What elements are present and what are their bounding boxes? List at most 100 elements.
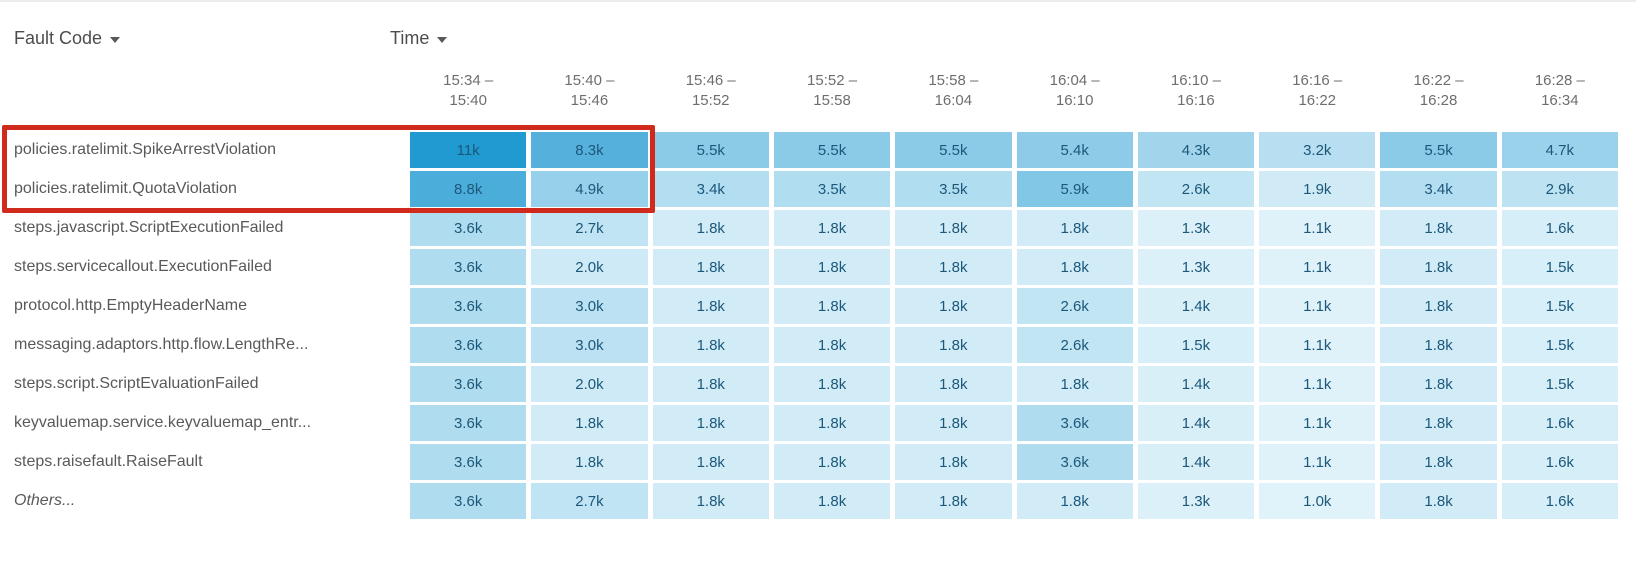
heatmap-cell[interactable]: 1.1k bbox=[1259, 366, 1376, 402]
heatmap-cell[interactable]: 1.8k bbox=[652, 249, 769, 285]
heatmap-cell[interactable]: 2.0k bbox=[531, 249, 648, 285]
heatmap-cell[interactable]: 1.8k bbox=[652, 444, 769, 480]
heatmap-cell[interactable]: 2.9k bbox=[1501, 171, 1618, 207]
heatmap-cell[interactable]: 11k bbox=[410, 132, 527, 168]
heatmap-cell[interactable]: 1.8k bbox=[652, 288, 769, 324]
heatmap-cell[interactable]: 3.6k bbox=[410, 288, 527, 324]
heatmap-cell[interactable]: 1.8k bbox=[895, 405, 1012, 441]
heatmap-cell[interactable]: 3.2k bbox=[1259, 132, 1376, 168]
heatmap-cell[interactable]: 3.0k bbox=[531, 327, 648, 363]
heatmap-cell[interactable]: 1.8k bbox=[531, 444, 648, 480]
heatmap-cell[interactable]: 1.4k bbox=[1137, 405, 1255, 441]
heatmap-cell[interactable]: 5.4k bbox=[1016, 132, 1133, 168]
heatmap-cell[interactable]: 1.8k bbox=[895, 288, 1012, 324]
heatmap-cell[interactable]: 1.3k bbox=[1137, 210, 1255, 246]
heatmap-cell[interactable]: 1.8k bbox=[773, 327, 891, 363]
heatmap-cell[interactable]: 5.9k bbox=[1016, 171, 1133, 207]
heatmap-cell[interactable]: 1.4k bbox=[1137, 444, 1255, 480]
heatmap-cell[interactable]: 3.6k bbox=[410, 366, 527, 402]
heatmap-cell[interactable]: 1.8k bbox=[895, 210, 1012, 246]
heatmap-cell[interactable]: 1.8k bbox=[895, 249, 1012, 285]
heatmap-cell[interactable]: 1.8k bbox=[773, 483, 891, 519]
heatmap-cell[interactable]: 1.5k bbox=[1501, 249, 1618, 285]
heatmap-cell[interactable]: 1.1k bbox=[1259, 327, 1376, 363]
heatmap-cell[interactable]: 1.8k bbox=[773, 288, 891, 324]
heatmap-cell[interactable]: 1.8k bbox=[773, 405, 891, 441]
heatmap-cell[interactable]: 1.8k bbox=[773, 444, 891, 480]
heatmap-cell[interactable]: 5.5k bbox=[773, 132, 891, 168]
heatmap-cell[interactable]: 1.8k bbox=[1016, 210, 1133, 246]
heatmap-cell[interactable]: 2.6k bbox=[1016, 288, 1133, 324]
heatmap-cell[interactable]: 1.8k bbox=[652, 366, 769, 402]
heatmap-cell[interactable]: 2.6k bbox=[1016, 327, 1133, 363]
heatmap-cell[interactable]: 1.5k bbox=[1501, 288, 1618, 324]
heatmap-cell[interactable]: 3.6k bbox=[410, 249, 527, 285]
heatmap-cell[interactable]: 2.0k bbox=[531, 366, 648, 402]
heatmap-cell[interactable]: 3.6k bbox=[410, 327, 527, 363]
heatmap-cell[interactable]: 1.3k bbox=[1137, 249, 1255, 285]
heatmap-cell[interactable]: 5.5k bbox=[652, 132, 769, 168]
heatmap-cell[interactable]: 1.8k bbox=[652, 210, 769, 246]
heatmap-cell[interactable]: 1.3k bbox=[1137, 483, 1255, 519]
time-dropdown[interactable]: Time bbox=[390, 28, 448, 49]
heatmap-cell[interactable]: 1.8k bbox=[1380, 444, 1497, 480]
heatmap-cell[interactable]: 5.5k bbox=[895, 132, 1012, 168]
heatmap-cell[interactable]: 1.5k bbox=[1137, 327, 1255, 363]
heatmap-cell[interactable]: 1.1k bbox=[1259, 405, 1376, 441]
heatmap-cell[interactable]: 3.5k bbox=[773, 171, 891, 207]
heatmap-cell[interactable]: 1.6k bbox=[1501, 405, 1618, 441]
heatmap-cell[interactable]: 3.6k bbox=[410, 483, 527, 519]
heatmap-cell[interactable]: 2.6k bbox=[1137, 171, 1255, 207]
heatmap-cell[interactable]: 1.8k bbox=[1016, 483, 1133, 519]
heatmap-cell[interactable]: 3.6k bbox=[410, 444, 527, 480]
heatmap-cell[interactable]: 1.0k bbox=[1259, 483, 1376, 519]
heatmap-cell[interactable]: 1.5k bbox=[1501, 366, 1618, 402]
heatmap-cell[interactable]: 1.1k bbox=[1259, 444, 1376, 480]
heatmap-cell[interactable]: 1.6k bbox=[1501, 444, 1618, 480]
heatmap-cell[interactable]: 3.6k bbox=[1016, 405, 1133, 441]
heatmap-cell[interactable]: 1.8k bbox=[895, 483, 1012, 519]
heatmap-cell[interactable]: 1.8k bbox=[895, 444, 1012, 480]
heatmap-cell[interactable]: 1.9k bbox=[1259, 171, 1376, 207]
heatmap-cell[interactable]: 1.8k bbox=[1380, 210, 1497, 246]
heatmap-cell[interactable]: 1.8k bbox=[1380, 288, 1497, 324]
heatmap-cell[interactable]: 1.8k bbox=[773, 210, 891, 246]
heatmap-cell[interactable]: 1.8k bbox=[1380, 483, 1497, 519]
heatmap-cell[interactable]: 1.8k bbox=[1016, 366, 1133, 402]
heatmap-cell[interactable]: 4.3k bbox=[1137, 132, 1255, 168]
heatmap-cell[interactable]: 3.4k bbox=[652, 171, 769, 207]
heatmap-cell[interactable]: 1.4k bbox=[1137, 366, 1255, 402]
heatmap-cell[interactable]: 3.6k bbox=[1016, 444, 1133, 480]
heatmap-cell[interactable]: 5.5k bbox=[1380, 132, 1497, 168]
heatmap-cell[interactable]: 4.9k bbox=[531, 171, 648, 207]
heatmap-cell[interactable]: 1.8k bbox=[895, 327, 1012, 363]
heatmap-cell[interactable]: 1.1k bbox=[1259, 249, 1376, 285]
heatmap-cell[interactable]: 1.8k bbox=[1380, 249, 1497, 285]
heatmap-cell[interactable]: 1.8k bbox=[1380, 366, 1497, 402]
heatmap-cell[interactable]: 1.8k bbox=[1380, 405, 1497, 441]
heatmap-cell[interactable]: 3.0k bbox=[531, 288, 648, 324]
heatmap-cell[interactable]: 2.7k bbox=[531, 483, 648, 519]
heatmap-cell[interactable]: 1.1k bbox=[1259, 288, 1376, 324]
heatmap-cell[interactable]: 3.6k bbox=[410, 210, 527, 246]
heatmap-cell[interactable]: 4.7k bbox=[1501, 132, 1618, 168]
fault-code-dropdown[interactable]: Fault Code bbox=[14, 28, 121, 49]
heatmap-cell[interactable]: 8.8k bbox=[410, 171, 527, 207]
heatmap-cell[interactable]: 3.6k bbox=[410, 405, 527, 441]
heatmap-cell[interactable]: 1.8k bbox=[773, 366, 891, 402]
heatmap-cell[interactable]: 3.5k bbox=[895, 171, 1012, 207]
heatmap-cell[interactable]: 8.3k bbox=[531, 132, 648, 168]
heatmap-cell[interactable]: 1.8k bbox=[652, 405, 769, 441]
heatmap-cell[interactable]: 1.8k bbox=[895, 366, 1012, 402]
heatmap-cell[interactable]: 2.7k bbox=[531, 210, 648, 246]
heatmap-cell[interactable]: 1.8k bbox=[531, 405, 648, 441]
heatmap-cell[interactable]: 1.8k bbox=[1380, 327, 1497, 363]
heatmap-cell[interactable]: 3.4k bbox=[1380, 171, 1497, 207]
heatmap-cell[interactable]: 1.4k bbox=[1137, 288, 1255, 324]
heatmap-cell[interactable]: 1.6k bbox=[1501, 483, 1618, 519]
heatmap-cell[interactable]: 1.6k bbox=[1501, 210, 1618, 246]
heatmap-cell[interactable]: 1.5k bbox=[1501, 327, 1618, 363]
heatmap-cell[interactable]: 1.8k bbox=[652, 327, 769, 363]
heatmap-cell[interactable]: 1.1k bbox=[1259, 210, 1376, 246]
heatmap-cell[interactable]: 1.8k bbox=[1016, 249, 1133, 285]
